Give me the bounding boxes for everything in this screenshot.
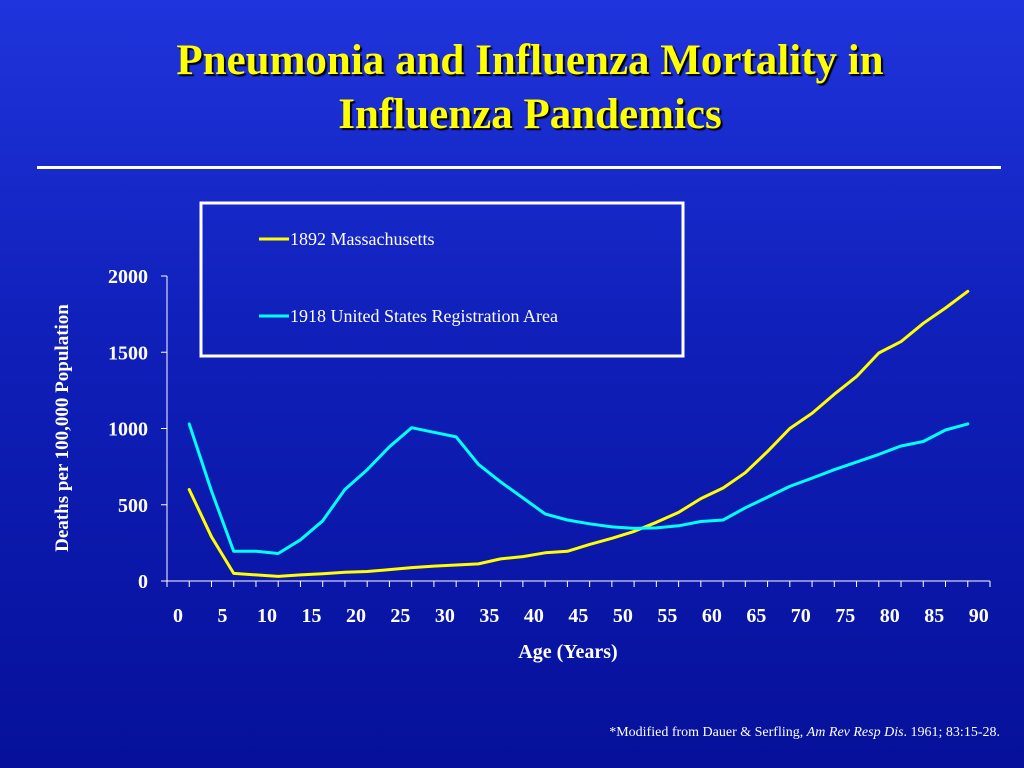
x-tick-label: 80 <box>880 605 900 627</box>
x-tick-label: 85 <box>924 605 944 627</box>
y-tick-label: 0 <box>138 571 148 593</box>
slide-title-line-1: Pneumonia and Influenza Mortality in <box>176 37 884 84</box>
legend-label-1: 1892 Massachusetts <box>290 229 434 249</box>
x-tick-label: 15 <box>301 605 321 627</box>
x-tick-label: 75 <box>835 605 855 627</box>
y-tick-label: 2000 <box>108 266 148 288</box>
x-tick-label: 5 <box>217 605 227 627</box>
x-tick-label: 25 <box>390 605 410 627</box>
x-axis-label: Age (Years) <box>518 641 617 663</box>
series-line-2 <box>187 422 970 555</box>
x-tick-label: 70 <box>791 605 811 627</box>
x-tick-label: 30 <box>435 605 455 627</box>
x-tick-label: 35 <box>479 605 499 627</box>
x-tick-label: 45 <box>568 605 588 627</box>
slide-title: Pneumonia and Influenza Mortality in Inf… <box>40 34 1020 142</box>
footnote: *Modified from Dauer & Serfling, Am Rev … <box>609 725 1000 741</box>
x-tick-label: 50 <box>613 605 633 627</box>
x-tick-label: 20 <box>346 605 366 627</box>
title-divider <box>37 166 1001 169</box>
y-tick-label: 500 <box>118 495 148 517</box>
x-tick-label: 55 <box>657 605 677 627</box>
y-tick-label: 1000 <box>108 419 148 441</box>
footnote-suffix: . 1961; 83:15-28. <box>903 725 1000 740</box>
legend: 1892 Massachusetts 1918 United States Reg… <box>199 201 685 358</box>
x-tick-label: 40 <box>524 605 544 627</box>
footnote-journal: Am Rev Resp Dis <box>806 725 904 740</box>
footnote-prefix: *Modified from Dauer & Serfling, <box>609 725 807 740</box>
legend-label-2: 1918 United States Registration Area <box>290 306 558 326</box>
y-tick-label: 1500 <box>108 342 148 364</box>
x-tick-label: 0 <box>173 605 183 627</box>
series-line-1 <box>187 289 970 578</box>
x-tick-label: 10 <box>257 605 277 627</box>
x-tick-label: 60 <box>702 605 722 627</box>
slide-title-line-2: Influenza Pandemics <box>338 91 722 138</box>
y-axis-label: Deaths per 100,000 Population <box>52 304 73 552</box>
x-tick-label: 90 <box>969 605 989 627</box>
legend-box <box>199 201 685 358</box>
x-tick-label: 65 <box>746 605 766 627</box>
